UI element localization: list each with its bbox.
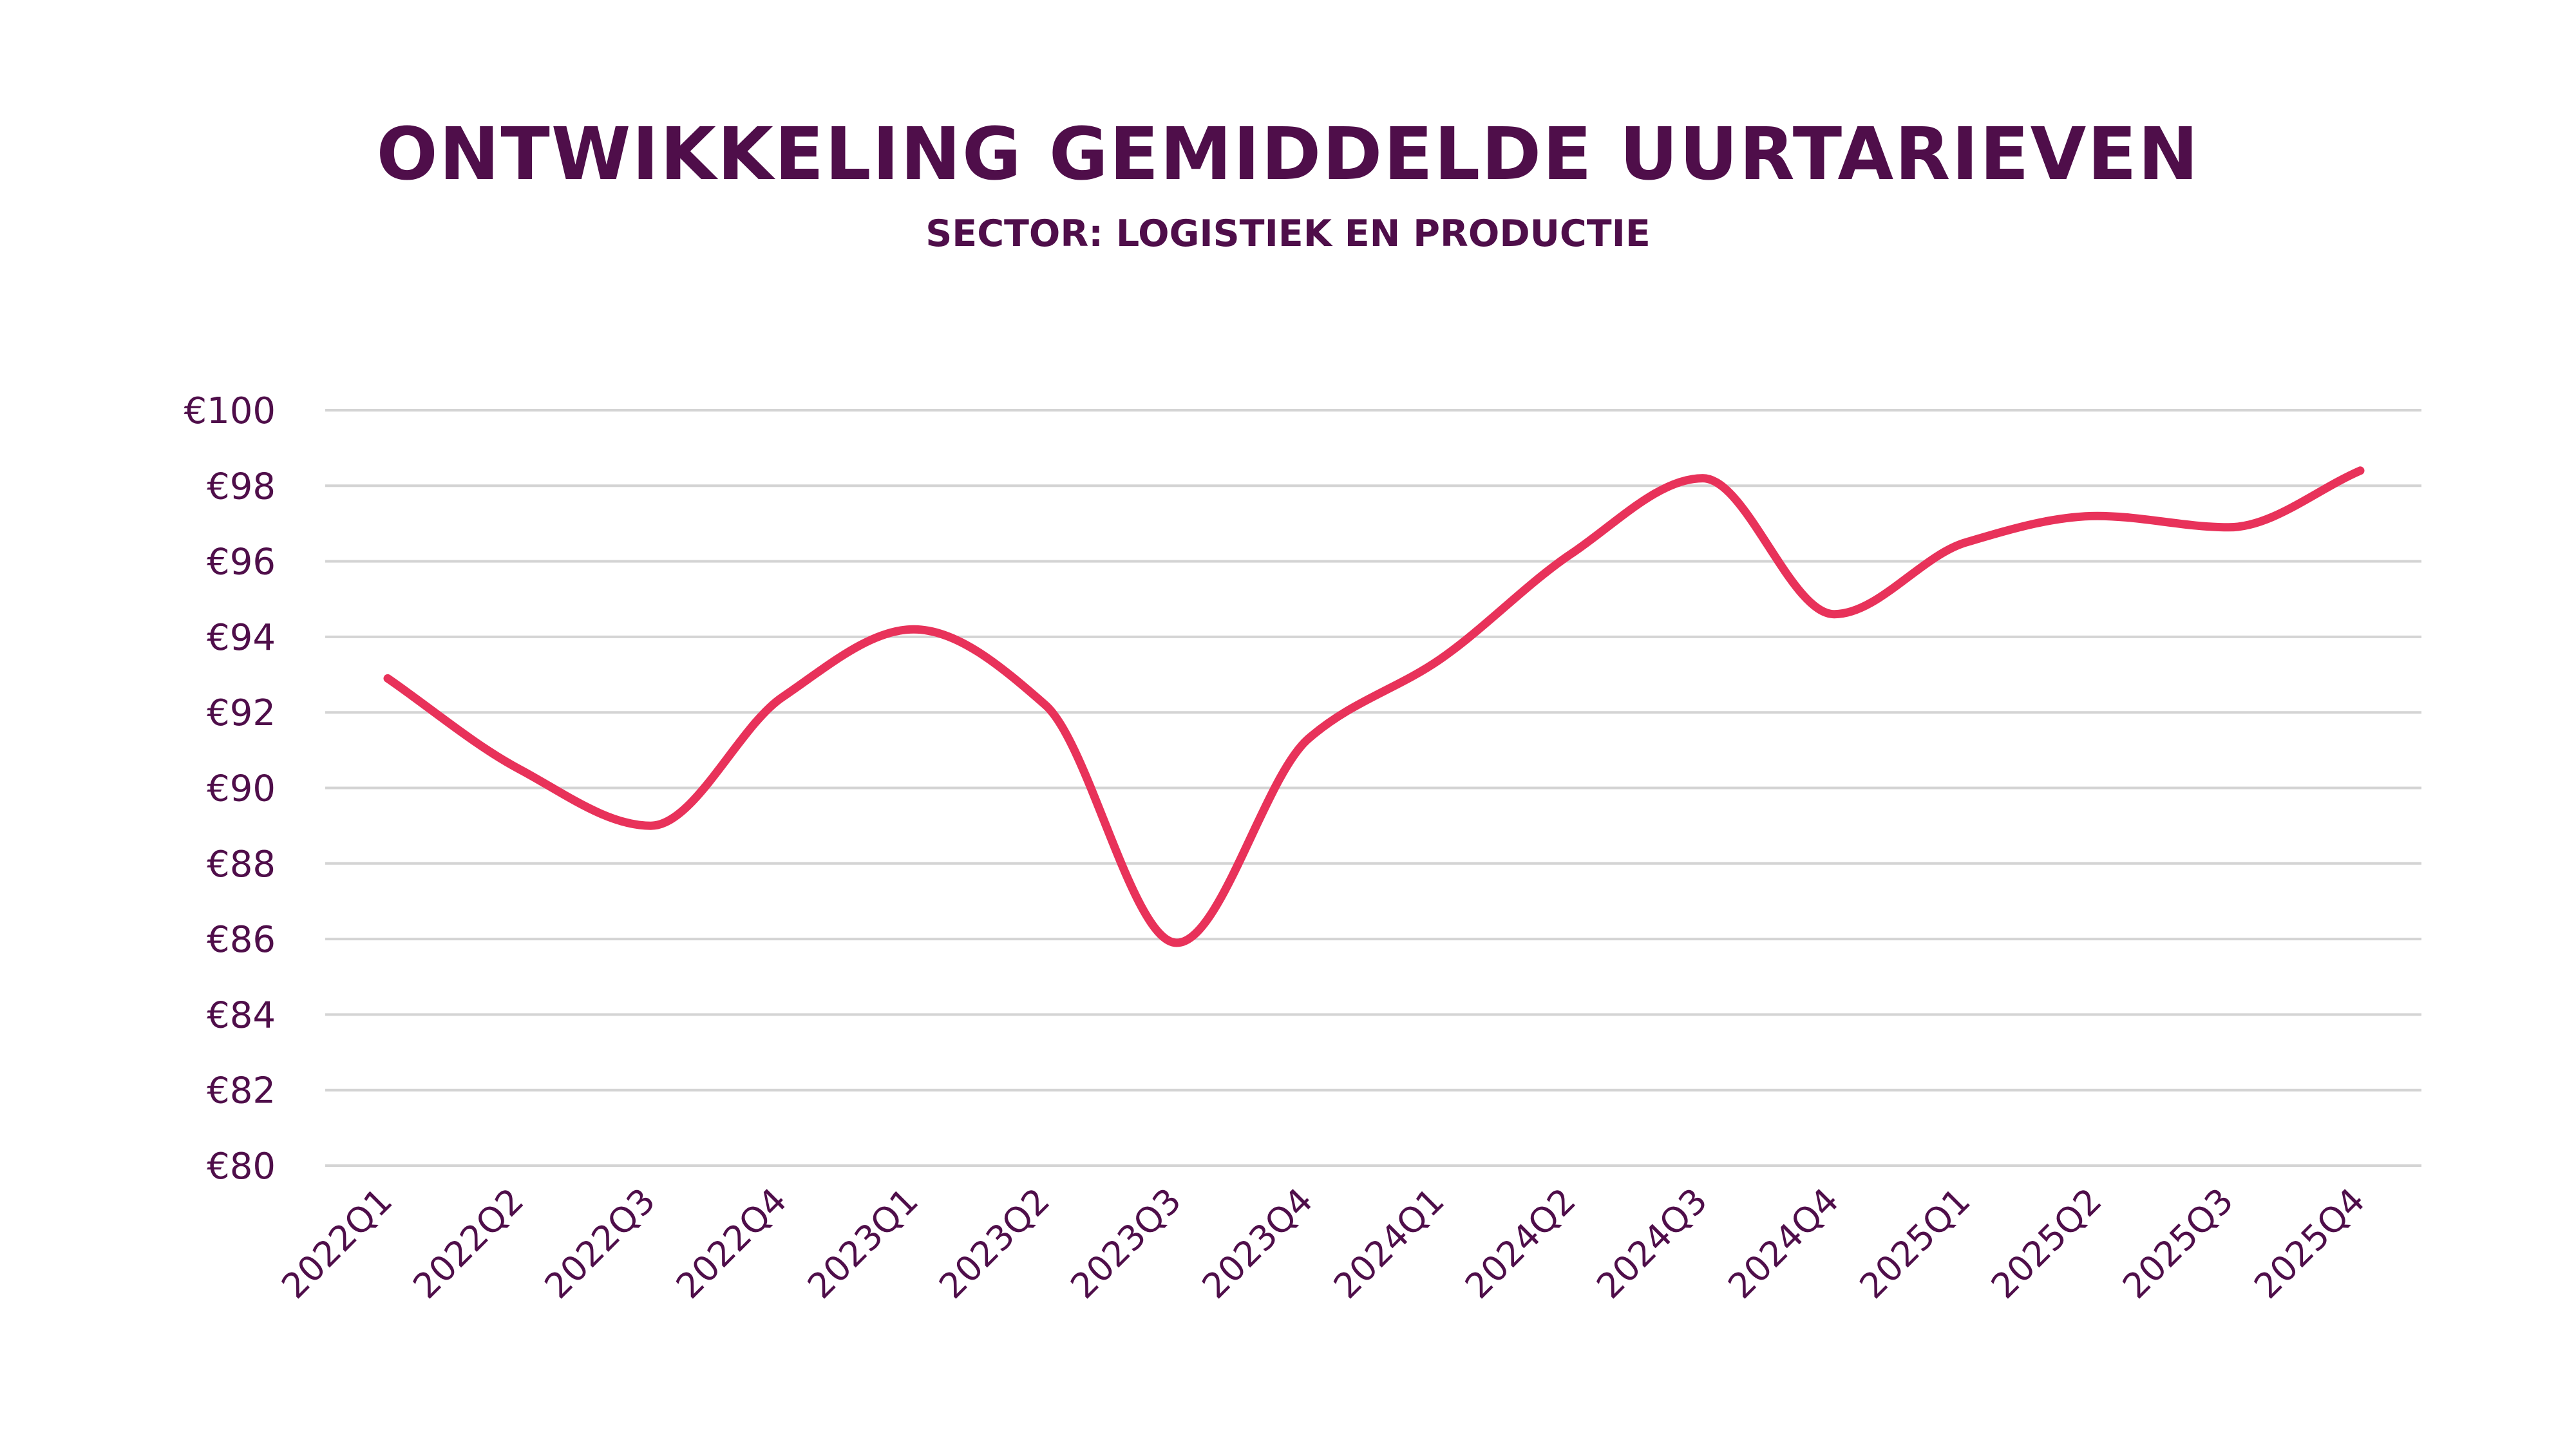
y-tick-label: €94	[207, 617, 276, 659]
data-point-2023Q1	[909, 625, 918, 634]
y-tick-label: €98	[207, 466, 276, 507]
y-tick-label: €86	[207, 919, 276, 961]
chart-subtitle: SECTOR: LOGISTIEK EN PRODUCTIE	[925, 213, 1651, 255]
y-tick-label: €92	[207, 692, 276, 734]
x-tick-label: 2023Q1	[800, 1180, 926, 1307]
x-tick-label: 2024Q1	[1326, 1180, 1452, 1307]
data-point-2025Q3	[2224, 523, 2233, 531]
data-point-2023Q2	[1041, 701, 1049, 709]
x-tick-label: 2024Q2	[1457, 1180, 1584, 1307]
gridlines	[325, 409, 2421, 1167]
data-point-2024Q2	[1567, 549, 1575, 558]
data-point-2024Q4	[1830, 610, 1839, 618]
y-axis-tick-labels: €80 €82 €84 €86 €88 €90 €92 €94 €96 €98 €100	[184, 390, 276, 1188]
data-point-2022Q4	[778, 693, 786, 701]
x-tick-label: 2022Q1	[274, 1180, 400, 1307]
y-tick-label: €80	[207, 1146, 276, 1188]
x-tick-label: 2023Q2	[931, 1180, 1057, 1307]
data-point-2025Q2	[2093, 512, 2101, 520]
data-point-2022Q1	[384, 674, 392, 683]
data-point-2024Q3	[1699, 474, 1707, 482]
data-point-2022Q2	[515, 765, 524, 773]
x-tick-label: 2025Q3	[2115, 1180, 2241, 1307]
series-layer	[383, 466, 2365, 947]
x-tick-label: 2023Q4	[1195, 1180, 1321, 1307]
x-tick-label: 2025Q4	[2246, 1180, 2372, 1307]
x-tick-label: 2024Q4	[1720, 1180, 1846, 1307]
x-axis-tick-labels: 2022Q1 2022Q2 2022Q3 2022Q4 2023Q1 2023Q2 2023…	[274, 1180, 2372, 1307]
x-tick-label: 2022Q2	[405, 1180, 531, 1307]
data-point-2023Q4	[1304, 735, 1312, 743]
x-tick-label: 2023Q3	[1063, 1180, 1189, 1307]
y-tick-label: €82	[207, 1070, 276, 1112]
y-tick-label: €100	[184, 390, 276, 432]
series-line	[383, 466, 2365, 947]
chart-title: ONTWIKKELING GEMIDDELDE UURTARIEVEN	[376, 113, 2200, 196]
data-point-2024Q1	[1435, 656, 1444, 664]
data-point-2023Q3	[1173, 938, 1181, 947]
y-tick-label: €90	[207, 768, 276, 810]
data-point-2025Q1	[1962, 538, 1970, 547]
x-tick-label: 2022Q4	[668, 1180, 795, 1307]
x-tick-label: 2025Q2	[1984, 1180, 2110, 1307]
data-point-2022Q3	[647, 822, 655, 830]
y-tick-label: €88	[207, 844, 276, 886]
data-point-2025Q4	[2356, 466, 2364, 475]
y-tick-label: €96	[207, 542, 276, 583]
x-tick-label: 2025Q1	[1852, 1180, 1978, 1307]
x-tick-label: 2022Q3	[537, 1180, 663, 1307]
y-tick-label: €84	[207, 994, 276, 1036]
x-tick-label: 2024Q3	[1589, 1180, 1715, 1307]
